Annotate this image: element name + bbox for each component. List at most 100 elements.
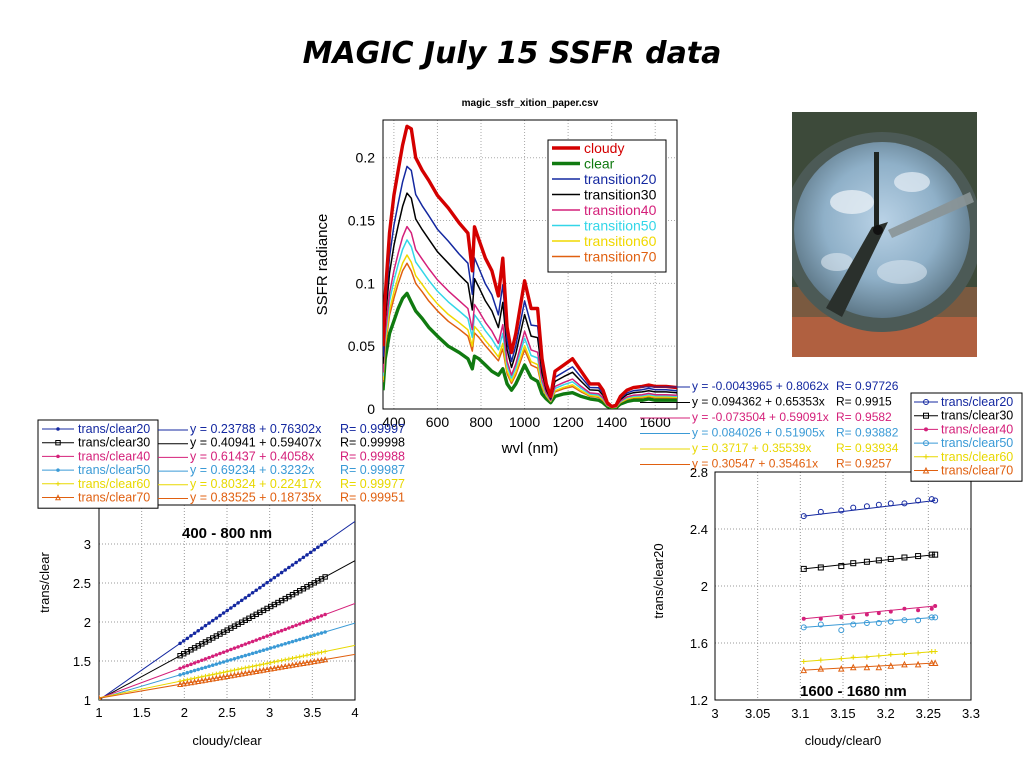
data-point — [231, 671, 238, 678]
data-point — [218, 661, 222, 665]
data-point — [196, 659, 200, 664]
data-point — [838, 627, 845, 634]
data-point — [265, 580, 269, 585]
data-point — [863, 503, 870, 510]
y-tick-label: 0.05 — [348, 338, 375, 354]
data-point — [864, 612, 869, 617]
data-point — [185, 636, 190, 641]
data-point — [311, 658, 318, 665]
data-point — [915, 497, 922, 504]
data-point — [239, 643, 244, 648]
data-point — [256, 667, 263, 674]
data-point — [283, 657, 288, 662]
data-point — [236, 655, 240, 660]
fit-r-label: R= 0.99998 — [340, 436, 405, 450]
data-point — [250, 651, 255, 656]
data-point — [289, 661, 296, 668]
data-point — [290, 639, 295, 644]
data-point — [932, 551, 939, 558]
x-tick-label: 3.05 — [745, 706, 770, 721]
legend-label-trans/clear20: trans/clear20 — [78, 422, 150, 436]
data-point — [818, 616, 823, 621]
data-point — [888, 651, 894, 657]
data-point — [181, 672, 186, 676]
data-point — [264, 661, 270, 666]
data-point — [209, 675, 216, 682]
data-point — [99, 694, 102, 700]
data-point — [863, 620, 870, 627]
data-point — [253, 667, 260, 675]
legend-label-trans/clear40: trans/clear40 — [941, 422, 1013, 436]
data-point — [293, 661, 300, 668]
data-point — [296, 660, 303, 667]
fit-equation-label: y = -0.0043965 + 0.8062x — [692, 379, 829, 393]
legend-label-trans/clear60: trans/clear60 — [941, 450, 1013, 464]
data-point — [272, 575, 277, 580]
data-point — [887, 555, 894, 562]
data-point — [863, 558, 870, 565]
data-point — [200, 626, 204, 630]
data-point — [274, 664, 281, 671]
data-point — [261, 661, 266, 667]
data-point — [838, 656, 844, 662]
data-point — [243, 665, 248, 671]
legend-label-transition60: transition60 — [584, 233, 657, 249]
data-point — [279, 570, 284, 575]
data-point — [207, 664, 211, 669]
data-point — [876, 653, 882, 659]
data-point — [232, 667, 237, 673]
data-point — [243, 653, 248, 658]
data-point — [247, 593, 251, 598]
data-point — [189, 669, 193, 674]
y-tick-label: 1.2 — [690, 693, 708, 708]
fit-r-label: R= 0.93882 — [836, 426, 899, 440]
data-point — [178, 641, 182, 646]
data-point — [888, 609, 893, 614]
data-point — [875, 620, 882, 627]
data-point — [850, 504, 857, 511]
legend-marker-trans/clear20 — [56, 427, 60, 431]
data-point — [279, 628, 284, 633]
x-tick-label: 4 — [351, 705, 358, 720]
data-point — [268, 632, 273, 637]
data-point — [308, 618, 313, 622]
data-point — [210, 663, 215, 667]
data-point — [322, 649, 328, 654]
data-point — [901, 651, 907, 657]
data-point — [203, 665, 208, 670]
data-point — [315, 650, 321, 656]
legend-label-transition40: transition40 — [584, 202, 657, 218]
data-point — [189, 662, 193, 667]
data-point — [319, 650, 324, 655]
y-tick-label: 2.5 — [73, 576, 91, 591]
data-point — [198, 677, 205, 684]
data-point — [236, 645, 240, 649]
x-tick-label: 400 — [382, 414, 406, 430]
x-tick-label: 2 — [181, 705, 188, 720]
data-point — [178, 673, 182, 677]
x-tick-label: 3.5 — [303, 705, 321, 720]
x-tick-label: 3 — [266, 705, 273, 720]
spectrum-chart: magic_ssfr_xition_paper.csv 400 600 800 1000… — [314, 98, 678, 457]
data-point — [801, 659, 807, 665]
data-point — [260, 666, 267, 673]
data-point — [323, 540, 327, 544]
data-point — [228, 668, 234, 674]
data-point — [249, 668, 256, 675]
data-point — [268, 578, 273, 582]
data-point — [314, 657, 321, 664]
data-point — [850, 621, 857, 628]
legend-marker-trans/clear70 — [54, 494, 62, 501]
data-point — [261, 635, 266, 640]
x-tick-label: 600 — [426, 414, 450, 430]
data-point — [837, 665, 845, 672]
data-point — [800, 666, 808, 674]
data-point — [218, 613, 222, 618]
data-point — [279, 643, 284, 647]
data-point — [203, 623, 208, 628]
chart-title: magic_ssfr_xition_paper.csv — [462, 98, 599, 109]
data-point — [863, 663, 871, 671]
fit-equation-label: y = 0.83525 + 0.18735x — [190, 491, 322, 505]
data-point — [323, 630, 327, 634]
legend-marker-trans/clear40 — [56, 454, 60, 459]
